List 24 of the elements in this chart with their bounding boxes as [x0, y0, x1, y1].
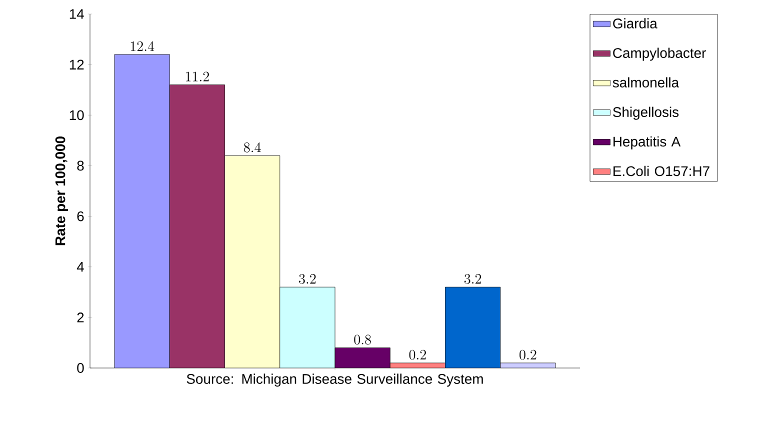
y-tick-label: 14	[70, 9, 84, 19]
y-tick-label: 10	[70, 110, 84, 120]
data-label: 3.2	[464, 274, 482, 284]
data-label: 8.4	[244, 142, 261, 152]
y-tick-label: 12	[70, 60, 84, 70]
legend-label: E.Coli O157:H7	[614, 166, 710, 176]
data-label: 3.2	[299, 274, 316, 284]
data-label: 0.8	[354, 334, 371, 345]
y-tick-label: 6	[77, 211, 84, 222]
legend-label: Campylobacter	[613, 48, 706, 61]
data-label: 12.4	[130, 41, 154, 51]
legend-label: Hepatitis A	[614, 136, 681, 150]
y-tick-label: 2	[77, 312, 84, 322]
x-tick-label: Source: Michigan Disease Surveillance System	[186, 374, 483, 387]
y-tick-label: 4	[76, 262, 84, 272]
y-tick-label: 8	[77, 160, 84, 171]
legend-label: salmonella	[612, 77, 680, 88]
legend-label: Giardia	[613, 18, 658, 28]
data-label: 11 .2	[186, 72, 209, 82]
legend-label: Shigellosis	[613, 106, 679, 120]
y-axis-title: Rate per 100,000	[55, 136, 68, 246]
data-label: 0.2	[409, 350, 426, 360]
y-tick-label: 0	[77, 363, 84, 373]
data-label: 0.2	[520, 350, 536, 360]
